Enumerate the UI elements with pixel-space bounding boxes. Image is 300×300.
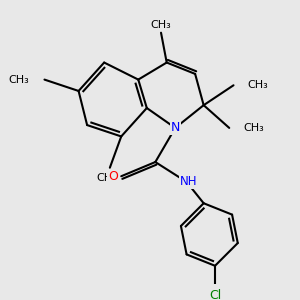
Text: CH₃: CH₃ <box>97 173 117 183</box>
Text: CH₃: CH₃ <box>248 80 268 90</box>
Text: NH: NH <box>180 176 198 188</box>
Text: Cl: Cl <box>209 289 221 300</box>
Text: O: O <box>108 170 118 183</box>
Text: CH₃: CH₃ <box>244 123 264 133</box>
Text: CH₃: CH₃ <box>151 20 171 30</box>
Text: N: N <box>170 122 180 134</box>
Text: CH₃: CH₃ <box>8 75 29 85</box>
